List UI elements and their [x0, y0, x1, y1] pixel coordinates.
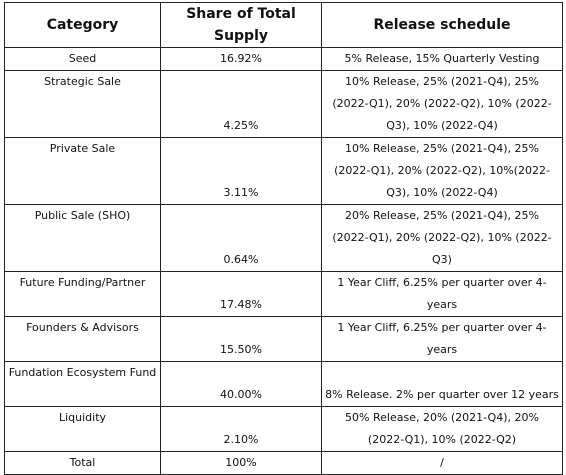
table-row: Liquidity 2.10% 50% Release, 20% (2021-Q…	[4, 406, 563, 452]
share-cell: 4.25%	[160, 70, 322, 138]
header-share: Share of Total Supply	[160, 2, 322, 48]
schedule-cell: 5% Release, 15% Quarterly Vesting	[321, 47, 563, 71]
share-cell: 17.48%	[160, 271, 322, 317]
table-row: Seed 16.92% 5% Release, 15% Quarterly Ve…	[4, 47, 563, 71]
schedule-cell: 50% Release, 20% (2021-Q4), 20% (2022-Q1…	[321, 406, 563, 452]
table-row: Fundation Ecosystem Fund 40.00% 8% Relea…	[4, 361, 563, 407]
schedule-cell: 1 Year Cliff, 6.25% per quarter over 4-y…	[321, 316, 563, 362]
table-row: Public Sale (SHO) 0.64% 20% Release, 25%…	[4, 204, 563, 272]
share-cell: 0.64%	[160, 204, 322, 272]
schedule-cell: 8% Release. 2% per quarter over 12 years	[321, 361, 563, 407]
category-cell: Strategic Sale	[4, 70, 161, 138]
share-cell: 40.00%	[160, 361, 322, 407]
share-cell: 100%	[160, 451, 322, 475]
category-cell: Liquidity	[4, 406, 161, 452]
category-cell: Private Sale	[4, 137, 161, 205]
table-row: Strategic Sale 4.25% 10% Release, 25% (2…	[4, 70, 563, 138]
share-cell: 2.10%	[160, 406, 322, 452]
header-category: Category	[4, 2, 161, 48]
table-row: Private Sale 3.11% 10% Release, 25% (202…	[4, 137, 563, 205]
category-cell: Public Sale (SHO)	[4, 204, 161, 272]
category-cell: Total	[4, 451, 161, 475]
category-cell: Fundation Ecosystem Fund	[4, 361, 161, 407]
schedule-cell: 1 Year Cliff, 6.25% per quarter over 4-y…	[321, 271, 563, 317]
table-row: Total 100% /	[4, 451, 563, 475]
header-row: Category Share of Total Supply Release s…	[4, 2, 563, 48]
table-row: Founders & Advisors 15.50% 1 Year Cliff,…	[4, 316, 563, 362]
schedule-cell: 10% Release, 25% (2021-Q4), 25% (2022-Q1…	[321, 70, 563, 138]
share-cell: 3.11%	[160, 137, 322, 205]
schedule-cell: 10% Release, 25% (2021-Q4), 25% (2022-Q1…	[321, 137, 563, 205]
token-allocation-table: Category Share of Total Supply Release s…	[4, 2, 563, 475]
header-release-schedule: Release schedule	[321, 2, 563, 48]
category-cell: Seed	[4, 47, 161, 71]
share-cell: 16.92%	[160, 47, 322, 71]
category-cell: Future Funding/Partner	[4, 271, 161, 317]
schedule-cell: /	[321, 451, 563, 475]
category-cell: Founders & Advisors	[4, 316, 161, 362]
schedule-cell: 20% Release, 25% (2021-Q4), 25% (2022-Q1…	[321, 204, 563, 272]
share-cell: 15.50%	[160, 316, 322, 362]
table-row: Future Funding/Partner 17.48% 1 Year Cli…	[4, 271, 563, 317]
